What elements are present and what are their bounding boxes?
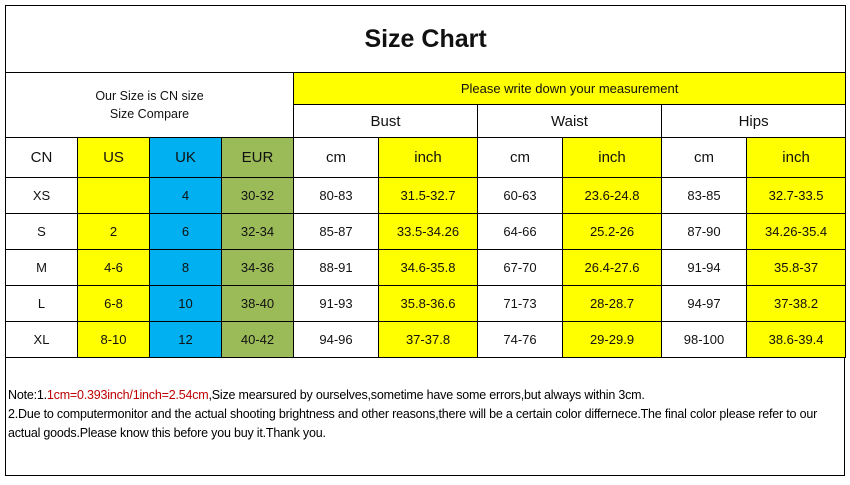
- table-cell: 30-32: [221, 177, 294, 214]
- table-cell: 34.6-35.8: [378, 249, 478, 286]
- table-cell: 25.2-26: [562, 213, 662, 250]
- table-cell: 91-93: [293, 285, 379, 322]
- table-cell: 71-73: [477, 285, 563, 322]
- table-cell: 34-36: [221, 249, 294, 286]
- table-cell: 98-100: [661, 321, 747, 358]
- table-cell: 6-8: [77, 285, 150, 322]
- note-prefix: Note:1.: [8, 388, 47, 402]
- table-cell: 12: [149, 321, 222, 358]
- table-cell: 74-76: [477, 321, 563, 358]
- table-cell: 4: [149, 177, 222, 214]
- table-cell: 26.4-27.6: [562, 249, 662, 286]
- column-header-cm: cm: [661, 137, 747, 178]
- table-body: XS 4 30-32 80-83 31.5-32.7 60-63 23.6-24.8 83-8…: [5, 177, 847, 358]
- waist-header: Waist: [477, 104, 662, 138]
- table-cell: 28-28.7: [562, 285, 662, 322]
- table-row: M 4-6 8 34-36 88-91 34.6-35.8 67-70 26.4-27.6 91…: [5, 249, 847, 286]
- table-cell: 83-85: [661, 177, 747, 214]
- table-row: S 2 6 32-34 85-87 33.5-34.26 64-66 25.2-26 87-90…: [5, 213, 847, 250]
- table-cell: 94-96: [293, 321, 379, 358]
- table-cell: 38-40: [221, 285, 294, 322]
- table-cell: 64-66: [477, 213, 563, 250]
- table-cell: 87-90: [661, 213, 747, 250]
- table-cell: 94-97: [661, 285, 747, 322]
- page-title: Size Chart: [4, 5, 847, 73]
- table-cell: 31.5-32.7: [378, 177, 478, 214]
- note-conversion: 1cm=0.393inch/1inch=2.54cm: [46, 388, 209, 402]
- table-cell: 88-91: [293, 249, 379, 286]
- column-header-inch: inch: [745, 137, 847, 178]
- size-table: Size Chart Our Size is CN size Size Comp…: [4, 5, 847, 358]
- table-cell: 6: [149, 213, 222, 250]
- table-cell: L: [5, 285, 78, 322]
- table-cell: 8-10: [77, 321, 150, 358]
- table-cell: 37-37.8: [378, 321, 478, 358]
- table-cell: 32.7-33.5: [745, 177, 847, 214]
- our-size-label: Our Size is CN size: [95, 89, 204, 103]
- table-cell: 85-87: [293, 213, 379, 250]
- measurement-prompt: Please write down your measurement: [292, 72, 847, 105]
- table-cell: XS: [5, 177, 78, 214]
- column-header-cm: cm: [477, 137, 563, 178]
- table-cell: 37-38.2: [745, 285, 847, 322]
- table-cell: 40-42: [221, 321, 294, 358]
- table-cell: 32-34: [221, 213, 294, 250]
- column-header-us: US: [77, 137, 150, 178]
- table-cell: 4-6: [77, 249, 150, 286]
- column-header-inch: inch: [378, 137, 478, 178]
- table-cell: 38.6-39.4: [745, 321, 847, 358]
- column-header-eur: EUR: [221, 137, 294, 178]
- column-header-uk: UK: [149, 137, 222, 178]
- column-header-row: CN US UK EUR cm inch cm inch cm inch: [5, 137, 847, 178]
- note-line2: 2.Due to computermonitor and the actual …: [8, 407, 818, 440]
- table-cell: M: [5, 249, 78, 286]
- table-cell: 67-70: [477, 249, 563, 286]
- notes: Note:1.1cm=0.393inch/1inch=2.54cm,Size m…: [5, 358, 845, 476]
- table-row: L 6-8 10 38-40 91-93 35.8-36.6 71-73 28-28.7 94-…: [5, 285, 847, 322]
- hips-header: Hips: [660, 104, 847, 138]
- table-cell: 8: [149, 249, 222, 286]
- table-cell: 34.26-35.4: [745, 213, 847, 250]
- size-compare-header: Our Size is CN size Size Compare: [5, 72, 294, 138]
- table-cell: 80-83: [293, 177, 379, 214]
- table-cell: 60-63: [477, 177, 563, 214]
- table-cell: 23.6-24.8: [562, 177, 662, 214]
- table-cell: 33.5-34.26: [378, 213, 478, 250]
- size-chart: Size Chart Our Size is CN size Size Comp…: [4, 5, 847, 476]
- table-cell: XL: [5, 321, 78, 358]
- table-cell: 35.8-36.6: [378, 285, 478, 322]
- table-cell: S: [5, 213, 78, 250]
- table-row: XS 4 30-32 80-83 31.5-32.7 60-63 23.6-24.8 83-8…: [5, 177, 847, 214]
- bust-header: Bust: [293, 104, 478, 138]
- table-row: XL 8-10 12 40-42 94-96 37-37.8 74-76 29-29.9 98-…: [5, 321, 847, 358]
- table-cell: 29-29.9: [562, 321, 662, 358]
- size-compare-label: Size Compare: [109, 107, 190, 121]
- note-line1: ,Size mearsured by ourselves,sometime ha…: [208, 388, 645, 402]
- column-header-cm: cm: [293, 137, 379, 178]
- column-header-inch: inch: [562, 137, 662, 178]
- table-cell: 2: [77, 213, 150, 250]
- table-cell: [77, 177, 150, 214]
- column-header-cn: CN: [5, 137, 78, 178]
- table-cell: 35.8-37: [745, 249, 847, 286]
- table-cell: 10: [149, 285, 222, 322]
- table-cell: 91-94: [661, 249, 747, 286]
